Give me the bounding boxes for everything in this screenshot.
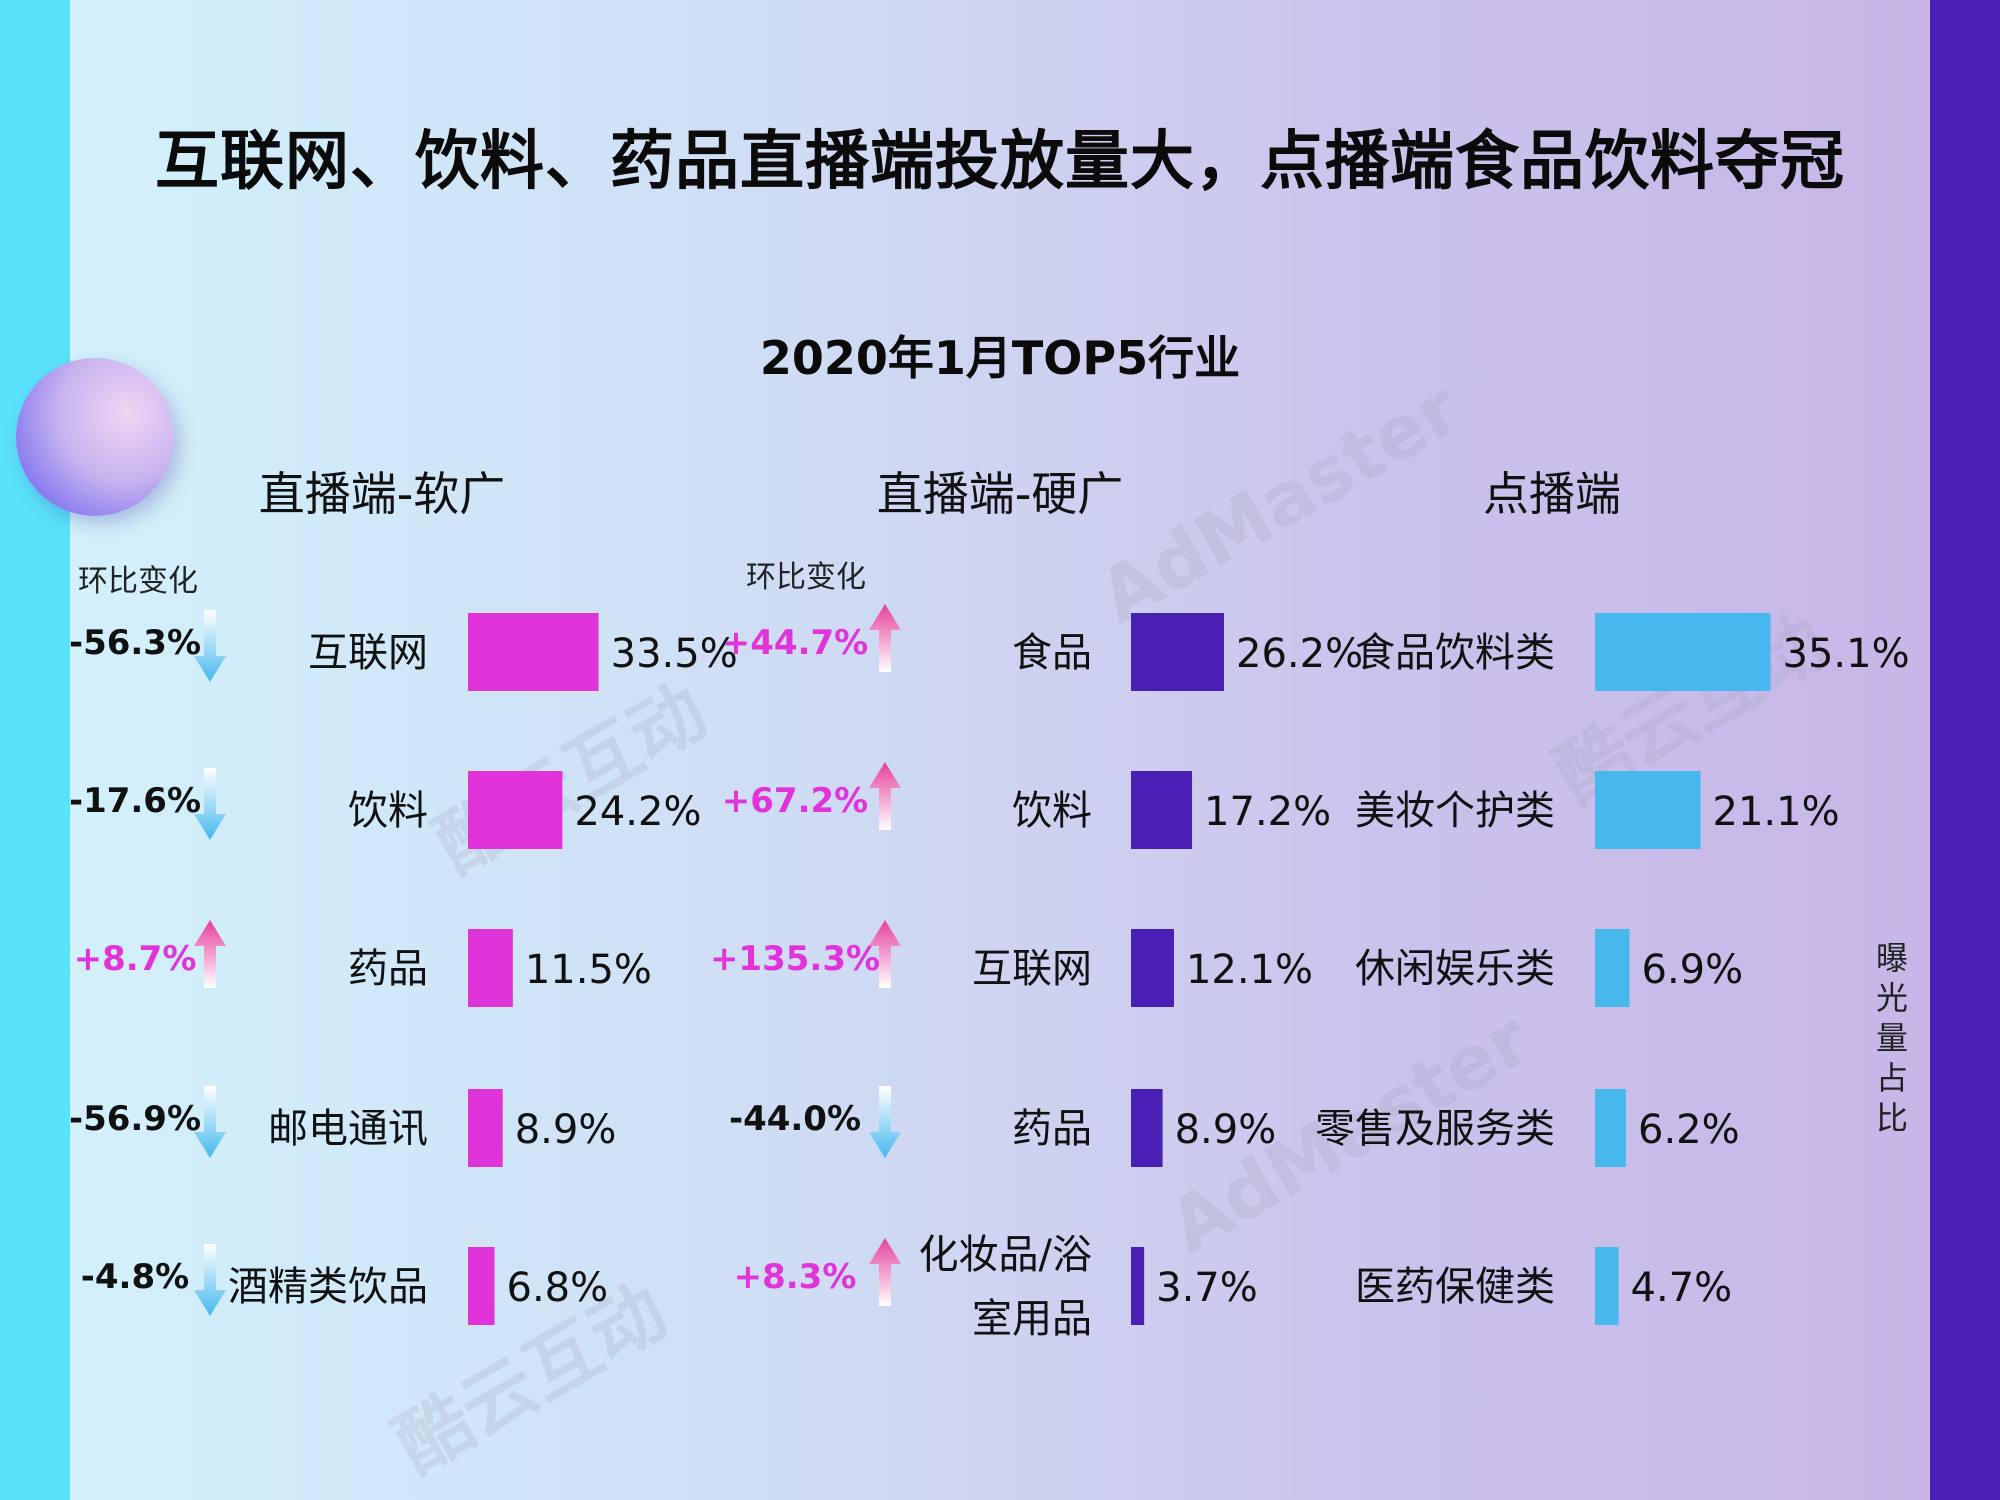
change-value: +67.2% — [722, 781, 868, 821]
bar — [1131, 1247, 1145, 1325]
page-title: 互联网、饮料、药品直播端投放量大，点播端食品饮料夺冠 — [155, 125, 1845, 199]
bar — [1131, 771, 1193, 849]
data-label: 33.5% — [611, 631, 738, 677]
category-label: 饮料 — [1012, 788, 1092, 834]
arrow-down-icon — [194, 1086, 226, 1158]
slide-panel — [70, 0, 1930, 1500]
category-label: 食品饮料类 — [1355, 630, 1555, 676]
bar — [1595, 771, 1701, 849]
chart-title-live-hard: 直播端-硬广 — [876, 467, 1124, 521]
data-label: 3.7% — [1156, 1265, 1258, 1311]
bar — [1595, 1089, 1626, 1167]
data-label: 6.9% — [1642, 947, 1744, 993]
data-label: 6.2% — [1638, 1107, 1740, 1153]
arrow-up-icon — [869, 762, 901, 830]
arrow-down-icon — [194, 1244, 226, 1316]
data-label: 17.2% — [1204, 789, 1331, 835]
change-value: -4.8% — [81, 1257, 189, 1297]
data-label: 4.7% — [1631, 1265, 1733, 1311]
change-value: +8.7% — [74, 939, 197, 979]
arrow-down-icon — [869, 1086, 901, 1158]
side-label-exposure-share: 曝光量占比 — [1875, 939, 1908, 1137]
chart-title-live-soft: 直播端-软广 — [258, 467, 506, 521]
data-label: 11.5% — [525, 947, 652, 993]
category-label: 医药保健类 — [1355, 1264, 1555, 1310]
data-label: 26.2% — [1236, 631, 1363, 677]
data-label: 8.9% — [515, 1107, 617, 1153]
right-edge-strip — [1930, 0, 2000, 1500]
chart-title-vod: 点播端 — [1483, 467, 1621, 521]
category-label: 邮电通讯 — [268, 1106, 428, 1152]
change-value: -17.6% — [69, 781, 201, 821]
bar — [468, 613, 599, 691]
category-label: 休闲娱乐类 — [1355, 946, 1555, 992]
category-label: 食品 — [1012, 630, 1092, 676]
category-label: 药品 — [1012, 1106, 1092, 1152]
arrow-down-icon — [194, 768, 226, 840]
category-label: 室用品 — [972, 1296, 1092, 1342]
bar — [1131, 1089, 1163, 1167]
bar — [468, 1089, 503, 1167]
arrow-down-icon — [194, 610, 226, 682]
change-value: +44.7% — [722, 623, 868, 663]
category-label: 药品 — [348, 946, 428, 992]
change-value: -44.0% — [729, 1099, 861, 1139]
change-header-soft: 环比变化 — [78, 564, 198, 599]
change-value: +8.3% — [734, 1257, 857, 1297]
arrow-up-icon — [869, 604, 901, 672]
chart-subtitle: 2020年1月TOP5行业 — [759, 331, 1241, 385]
bar — [468, 929, 513, 1007]
data-label: 24.2% — [574, 789, 701, 835]
category-label: 互联网 — [308, 630, 428, 676]
arrow-up-icon — [869, 1238, 901, 1306]
bar — [1595, 1247, 1619, 1325]
change-value: -56.3% — [69, 623, 201, 663]
category-label: 互联网 — [972, 946, 1092, 992]
data-label: 8.9% — [1175, 1107, 1277, 1153]
data-label: 12.1% — [1186, 947, 1313, 993]
bar — [468, 1247, 495, 1325]
data-label: 35.1% — [1783, 631, 1910, 677]
bar — [1131, 613, 1225, 691]
left-edge-strip — [0, 0, 70, 1500]
arrow-up-icon — [194, 920, 226, 988]
decorative-orb — [16, 358, 174, 516]
category-label: 零售及服务类 — [1315, 1106, 1555, 1152]
change-value: -56.9% — [69, 1099, 201, 1139]
data-label: 21.1% — [1713, 789, 1840, 835]
change-value: +135.3% — [710, 939, 880, 979]
category-label: 美妆个护类 — [1355, 788, 1555, 834]
bar — [1595, 613, 1771, 691]
category-label: 饮料 — [348, 788, 428, 834]
category-label: 化妆品/浴 — [919, 1232, 1092, 1278]
bar — [1595, 929, 1630, 1007]
category-label: 酒精类饮品 — [228, 1264, 428, 1310]
data-label: 6.8% — [507, 1265, 609, 1311]
bar — [468, 771, 563, 849]
bar — [1131, 929, 1174, 1007]
arrow-up-icon — [869, 920, 901, 988]
change-header-hard: 环比变化 — [746, 560, 866, 595]
